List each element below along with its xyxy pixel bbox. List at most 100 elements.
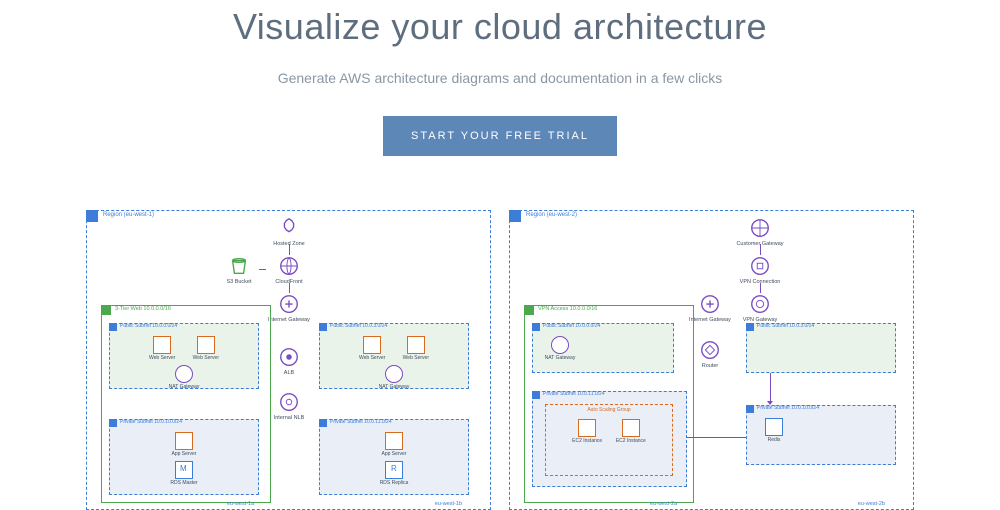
subnet-badge-icon xyxy=(319,323,327,331)
connector xyxy=(289,244,290,255)
connector xyxy=(760,283,761,293)
ec2-icon xyxy=(153,336,171,354)
az-label-b: eu-west-1b xyxy=(435,501,462,507)
nat-icon xyxy=(385,365,403,383)
nlb-label: Internal NLB xyxy=(264,415,314,421)
rds-icon: M xyxy=(175,461,193,479)
nat-gateway-node: NAT Gateway xyxy=(377,365,411,390)
s3-bucket-node: S3 Bucket xyxy=(214,255,264,285)
subnet-badge-icon xyxy=(532,323,540,331)
s3-bucket-label: S3 Bucket xyxy=(214,279,264,285)
nat-gateway-node: NAT Gateway xyxy=(167,365,201,390)
auto-scaling-group: Auto Scaling Group EC2 Instance EC2 Inst… xyxy=(545,404,673,476)
start-trial-button[interactable]: START YOUR FREE TRIAL xyxy=(383,116,617,156)
private-subnet-a: Private Subnet 10.0.11.0/24 Auto Scaling… xyxy=(532,391,687,487)
resource-label: NAT Gateway xyxy=(377,384,411,390)
hosted-zone-node: Hosted Zone xyxy=(264,217,314,247)
customer-gateway-node: Customer Gateway xyxy=(735,217,785,247)
subnet-label: Private Subnet 10.0.10.0/24 xyxy=(120,419,182,425)
region-label: Region (eu-west-2) xyxy=(526,212,577,218)
nlb-icon xyxy=(278,391,300,413)
subnet-label: Public Subnet 10.0.0.0/24 xyxy=(543,323,600,329)
connector xyxy=(760,244,761,255)
resource-label: RDS Master xyxy=(167,480,201,486)
public-subnet-b: Public Subnet 10.0.3.0/24 xyxy=(746,323,896,373)
rds-icon: R xyxy=(385,461,403,479)
asg-label: Auto Scaling Group xyxy=(546,405,672,413)
vpn-connection-node: VPN Connection xyxy=(735,255,785,285)
az-label-b: eu-west-2b xyxy=(858,501,885,507)
subnet-badge-icon xyxy=(109,419,117,427)
region-badge-icon xyxy=(86,210,98,222)
connector xyxy=(259,269,266,270)
resource-label: NAT Gateway xyxy=(167,384,201,390)
page-title: Visualize your cloud architecture xyxy=(0,6,1000,48)
web-server-node: Web Server xyxy=(189,336,223,361)
subnet-label: Public Subnet 10.0.3.0/24 xyxy=(330,323,387,329)
subnet-label: Private Subnet 10.0.11.0/24 xyxy=(330,419,392,425)
subnet-badge-icon xyxy=(319,419,327,427)
internet-gateway-icon xyxy=(278,293,300,315)
connector xyxy=(289,283,290,293)
resource-label: EC2 Instance xyxy=(570,438,604,444)
nlb-node: Internal NLB xyxy=(264,391,314,421)
vpc-badge-icon xyxy=(524,305,534,315)
rds-replica-node: RRDS Replica xyxy=(377,461,411,486)
diagram-three-tier: Region (eu-west-1) Hosted Zone S3 Bucket… xyxy=(86,210,491,510)
hosted-zone-icon xyxy=(278,217,300,239)
web-server-node: Web Server xyxy=(355,336,389,361)
alb-label: ALB xyxy=(264,370,314,376)
diagrams-row: Region (eu-west-1) Hosted Zone S3 Bucket… xyxy=(0,210,1000,510)
resource-label: App Server xyxy=(377,451,411,457)
nat-icon xyxy=(175,365,193,383)
nat-icon xyxy=(551,336,569,354)
resource-label: Web Server xyxy=(355,355,389,361)
s3-bucket-icon xyxy=(228,255,250,277)
private-subnet-a: Private Subnet 10.0.10.0/24 App Server M… xyxy=(109,419,259,495)
diagram-vpn: Region (eu-west-2) Customer Gateway VPN … xyxy=(509,210,914,510)
public-subnet-b: Public Subnet 10.0.3.0/24 Web Server Web… xyxy=(319,323,469,389)
rds-master-node: MRDS Master xyxy=(167,461,201,486)
vpc-label: VPN Access 10.0.0.0/16 xyxy=(538,306,597,312)
resource-label: EC2 Instance xyxy=(614,438,648,444)
redis-node: Redis xyxy=(757,418,791,443)
web-server-node: Web Server xyxy=(145,336,179,361)
app-server-node: App Server xyxy=(167,432,201,457)
connector xyxy=(687,437,746,438)
vpn-gateway-node: VPN Gateway xyxy=(735,293,785,323)
public-subnet-a: Public Subnet 10.0.0.0/24 Web Server Web… xyxy=(109,323,259,389)
private-subnet-b: Private Subnet 10.0.11.0/24 App Server R… xyxy=(319,419,469,495)
connector xyxy=(770,373,771,403)
ec2-icon xyxy=(197,336,215,354)
subnet-badge-icon xyxy=(746,323,754,331)
vpc-label: 3-Tier Web 10.0.0.0/16 xyxy=(115,306,171,312)
resource-label: Redis xyxy=(757,437,791,443)
resource-label: NAT Gateway xyxy=(543,355,577,361)
resource-label: Web Server xyxy=(145,355,179,361)
region-badge-icon xyxy=(509,210,521,222)
router-node: Router xyxy=(685,339,735,369)
internet-gateway-node: Internet Gateway xyxy=(264,293,314,323)
ec2-icon xyxy=(175,432,193,450)
router-label: Router xyxy=(685,363,735,369)
app-server-node: App Server xyxy=(377,432,411,457)
ec2-icon xyxy=(363,336,381,354)
subnet-badge-icon xyxy=(109,323,117,331)
ec2-instance-node: EC2 Instance xyxy=(614,419,648,444)
ec2-icon xyxy=(622,419,640,437)
cloudfront-node: CloudFront xyxy=(264,255,314,285)
redis-icon xyxy=(765,418,783,436)
router-icon xyxy=(699,339,721,361)
ec2-instance-node: EC2 Instance xyxy=(570,419,604,444)
internet-gateway-label: Internet Gateway xyxy=(264,317,314,323)
customer-gateway-icon xyxy=(749,217,771,239)
vpc-badge-icon xyxy=(101,305,111,315)
az-label-a: eu-west-2a xyxy=(650,501,677,507)
nat-gateway-node: NAT Gateway xyxy=(543,336,577,361)
web-server-node: Web Server xyxy=(399,336,433,361)
region-label: Region (eu-west-1) xyxy=(103,212,154,218)
alb-node: ALB xyxy=(264,346,314,376)
subnet-label: Private Subnet 10.0.11.0/24 xyxy=(543,391,605,397)
public-subnet-a: Public Subnet 10.0.0.0/24 NAT Gateway xyxy=(532,323,674,373)
subnet-label: Public Subnet 10.0.3.0/24 xyxy=(757,323,814,329)
